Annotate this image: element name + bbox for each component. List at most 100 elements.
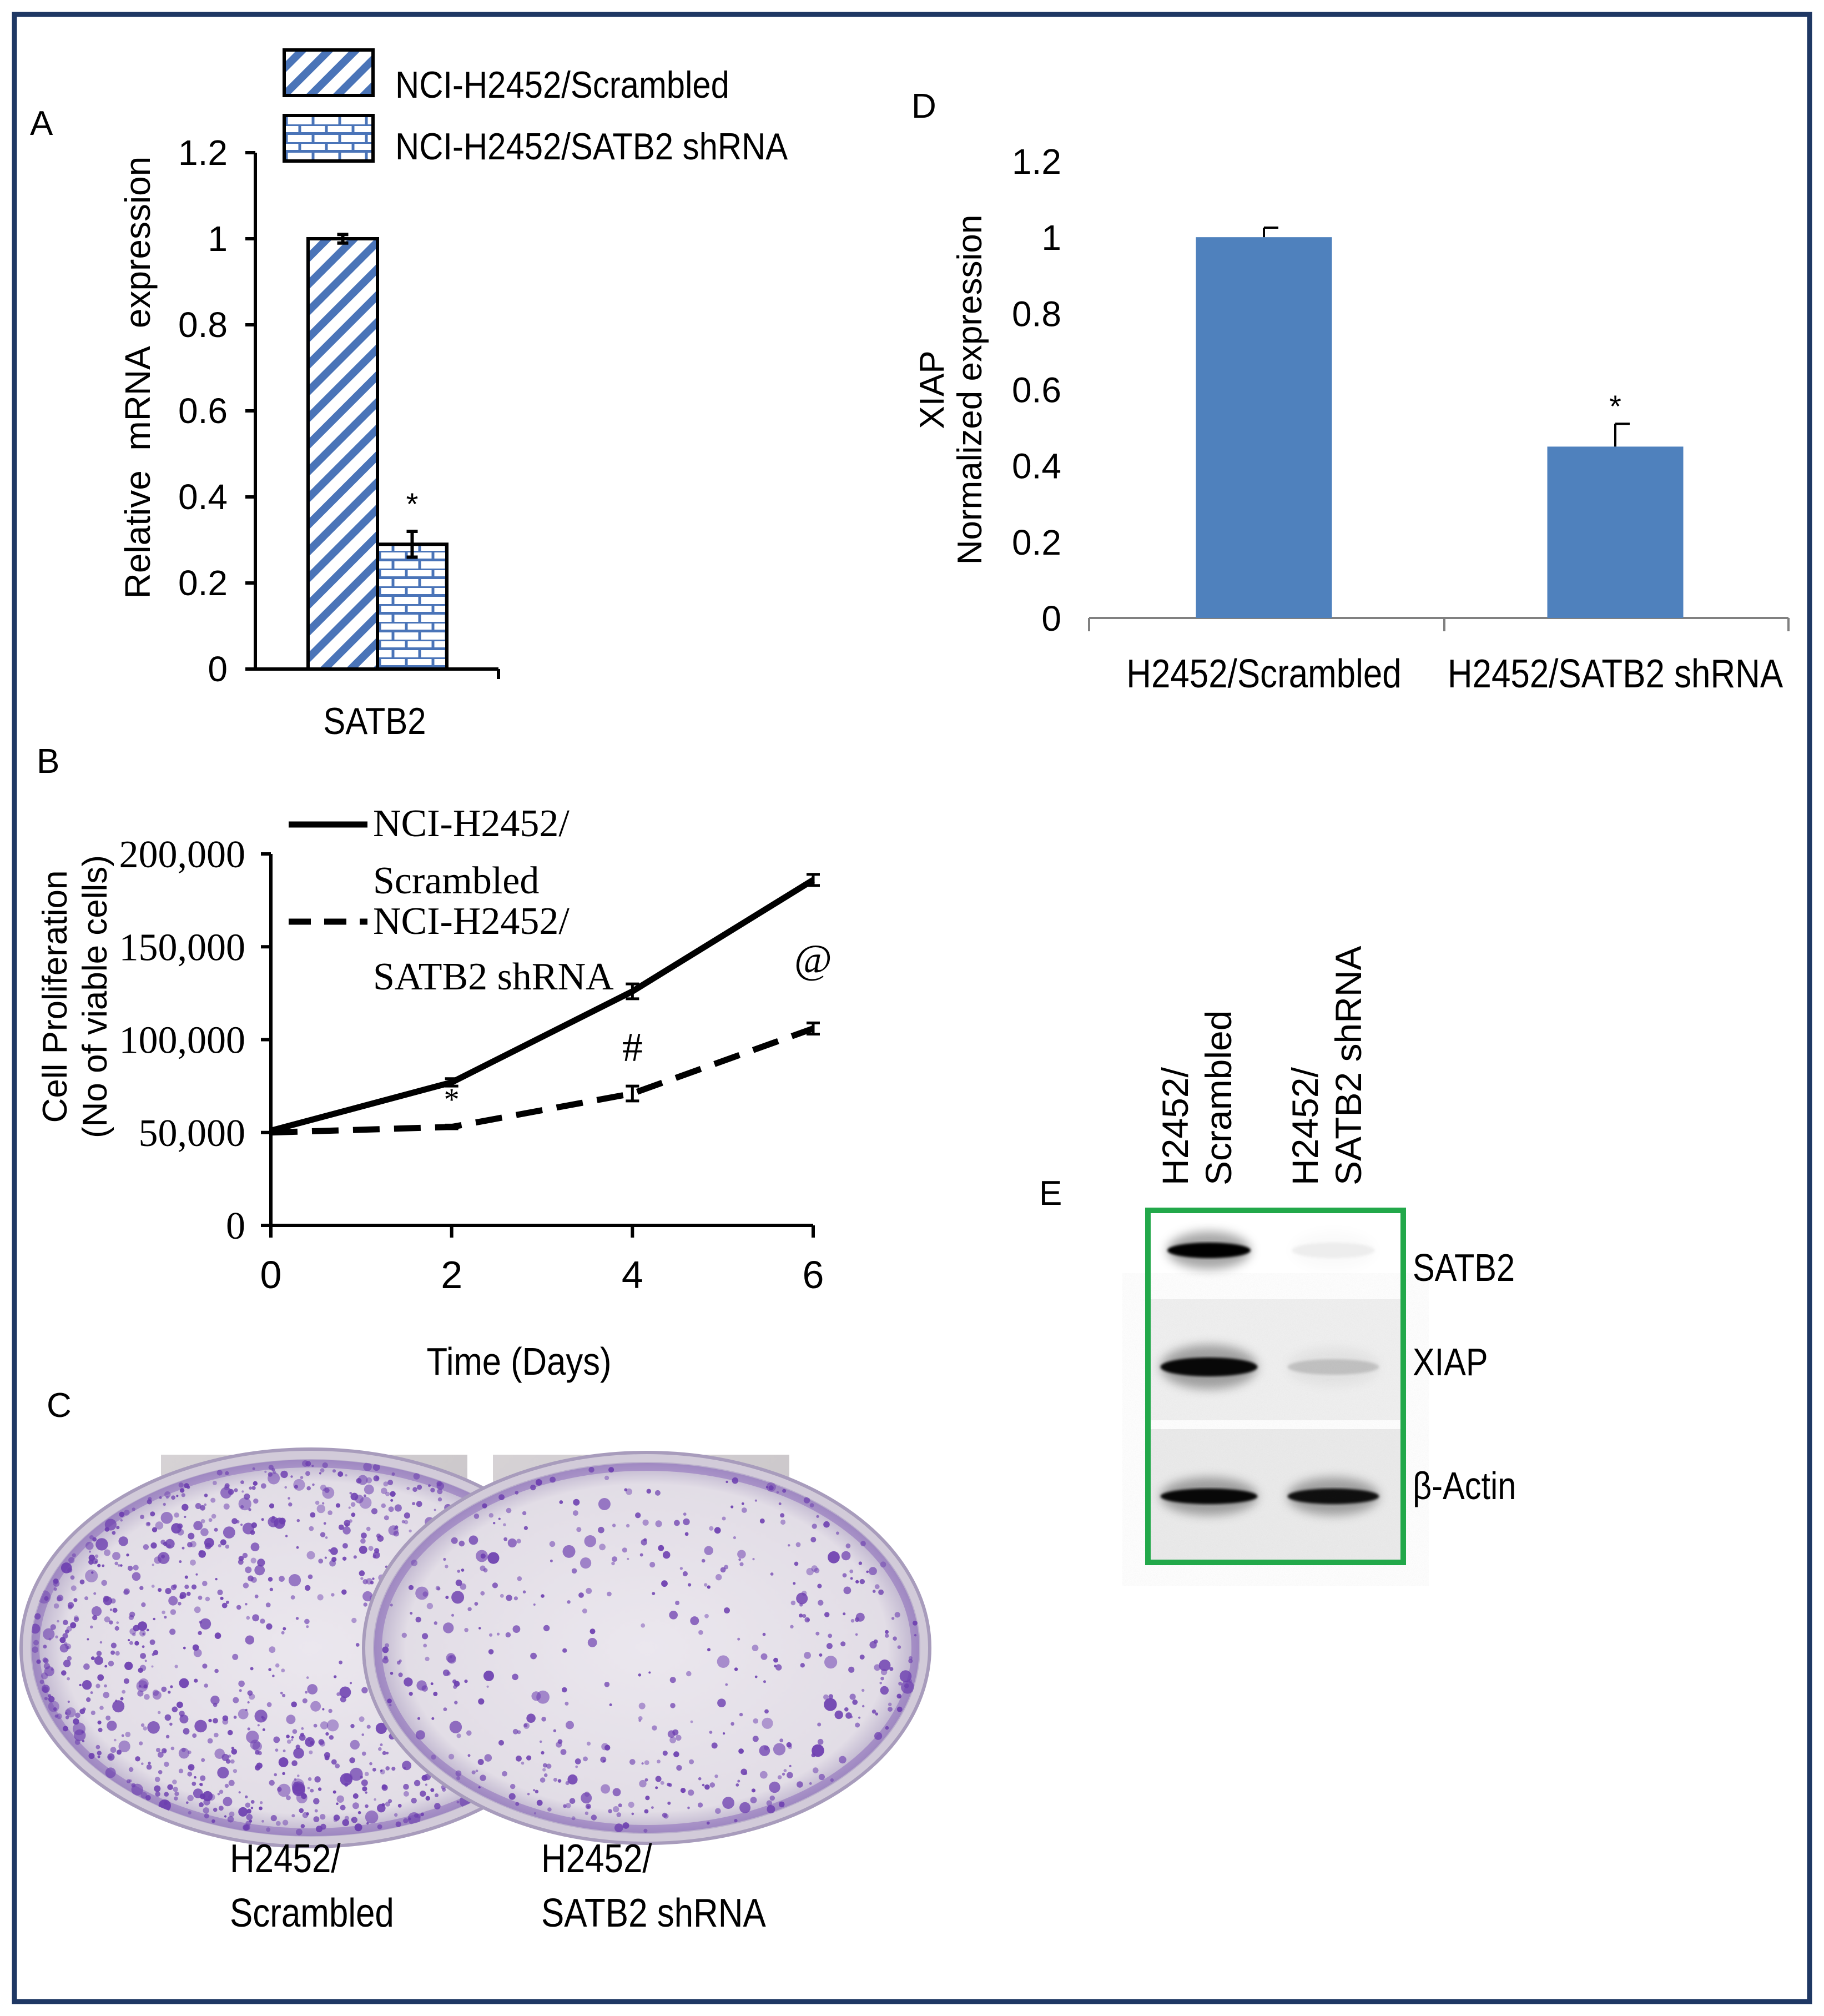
colony: [214, 1527, 218, 1532]
colony: [151, 1665, 154, 1668]
colony: [246, 1809, 251, 1814]
colony: [411, 1797, 417, 1804]
colony: [622, 1547, 627, 1553]
colony: [296, 1546, 299, 1549]
colony: [402, 1761, 412, 1771]
colony: [416, 1501, 422, 1507]
colony: [243, 1824, 249, 1831]
legend-swatch-shrna: [283, 114, 375, 163]
colony: [840, 1641, 846, 1647]
colony: [264, 1470, 267, 1473]
colony: [702, 1783, 705, 1787]
colony: [129, 1641, 133, 1645]
colony: [291, 1814, 295, 1818]
colony: [139, 1741, 143, 1746]
colony: [328, 1708, 332, 1713]
colony: [220, 1539, 226, 1546]
colony: [53, 1707, 57, 1711]
colony: [297, 1774, 300, 1777]
colony: [707, 1648, 711, 1652]
colony: [43, 1645, 47, 1649]
colony: [604, 1475, 609, 1480]
colony: [203, 1807, 209, 1814]
colony: [43, 1663, 50, 1670]
colony: [280, 1691, 283, 1695]
colony: [97, 1755, 100, 1758]
colony: [360, 1538, 366, 1544]
colony: [674, 1520, 680, 1526]
colony: [112, 1552, 120, 1560]
colony: [812, 1744, 824, 1757]
colony: [194, 1776, 196, 1779]
colony: [350, 1724, 355, 1728]
colony: [36, 1659, 41, 1664]
colony: [97, 1720, 102, 1725]
blot-band: [1287, 1489, 1379, 1504]
colony: [270, 1815, 277, 1822]
colony: [381, 1503, 386, 1509]
colony: [562, 1545, 576, 1558]
colony: [284, 1486, 287, 1489]
legend-label-b-dashed-line2: SATB2 shRNA: [373, 956, 614, 998]
colony: [53, 1587, 57, 1591]
colony: [296, 1828, 303, 1836]
colony: [515, 1802, 520, 1806]
colony: [302, 1460, 309, 1467]
colony: [898, 1696, 901, 1698]
colony: [120, 1697, 124, 1701]
colony: [390, 1603, 393, 1607]
colony: [645, 1796, 650, 1801]
colony: [320, 1721, 329, 1730]
colony: [114, 1626, 119, 1631]
colony: [642, 1519, 649, 1526]
colony: [82, 1707, 86, 1711]
colony: [324, 1556, 327, 1559]
colony: [211, 1514, 216, 1519]
colony: [908, 1679, 913, 1683]
colony: [255, 1750, 260, 1755]
colony: [759, 1771, 768, 1779]
colony: [248, 1508, 251, 1511]
y-tick-label-a: 0.4: [178, 477, 228, 517]
band-label-actin: β-Actin: [1413, 1464, 1516, 1507]
colony: [896, 1706, 903, 1712]
colony: [91, 1606, 102, 1617]
colony: [245, 1635, 254, 1645]
colony: [325, 1732, 329, 1736]
colony: [690, 1616, 699, 1626]
colony: [269, 1646, 276, 1653]
colony: [227, 1816, 234, 1823]
colony: [778, 1801, 785, 1808]
colony: [443, 1557, 446, 1561]
colony: [762, 1632, 766, 1636]
colony: [380, 1769, 383, 1772]
colony: [222, 1715, 229, 1722]
colony: [309, 1750, 313, 1754]
colony: [374, 1798, 376, 1801]
colony: [291, 1736, 294, 1739]
colony: [318, 1739, 325, 1745]
colony: [67, 1567, 73, 1573]
y-tick-label-d: 1: [1041, 218, 1061, 258]
colony: [428, 1484, 431, 1487]
colony: [711, 1742, 718, 1749]
colony: [254, 1565, 265, 1576]
colony: [498, 1740, 504, 1746]
colony: [65, 1643, 72, 1650]
colony: [157, 1711, 161, 1715]
colony: [195, 1503, 201, 1509]
colony: [104, 1616, 110, 1623]
colony: [184, 1483, 189, 1489]
colony: [828, 1633, 833, 1638]
colony: [88, 1753, 95, 1759]
colony: [252, 1614, 259, 1622]
colony: [143, 1544, 149, 1550]
colony: [478, 1786, 481, 1789]
colony: [714, 1527, 721, 1534]
colony: [203, 1798, 210, 1806]
colony: [547, 1807, 552, 1812]
colony: [293, 1479, 305, 1491]
colony: [616, 1812, 622, 1817]
colony: [122, 1690, 126, 1694]
colony: [578, 1592, 584, 1598]
